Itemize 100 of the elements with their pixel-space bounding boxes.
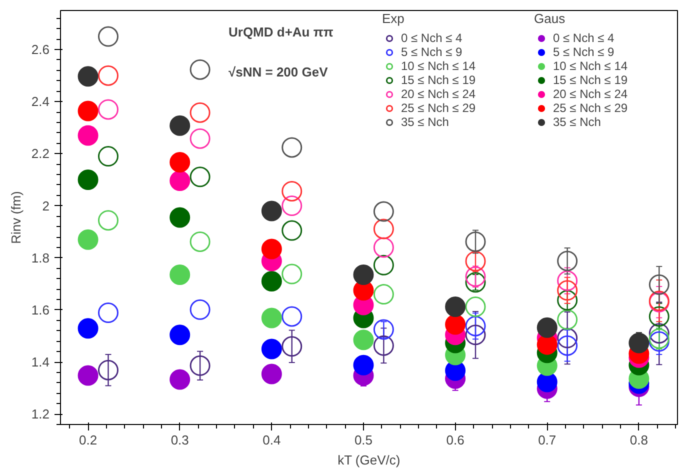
point: [353, 330, 374, 350]
point: [282, 264, 302, 284]
point: [261, 238, 282, 260]
y-axis-title: Rinv (fm): [8, 191, 24, 244]
point: [373, 218, 394, 240]
y-tick-label: 2.4: [31, 94, 50, 110]
point: [648, 274, 670, 295]
point: [445, 296, 466, 318]
point: [98, 302, 118, 324]
point: [78, 229, 98, 250]
point: [78, 100, 98, 122]
point: [282, 137, 302, 158]
point: [353, 264, 374, 286]
point: [170, 264, 190, 286]
point: [648, 323, 670, 344]
point: [261, 338, 282, 360]
point: [261, 200, 282, 222]
point: [557, 280, 578, 301]
point: [557, 309, 578, 330]
point: [465, 251, 486, 272]
text: Gaus: [534, 11, 566, 26]
point: [282, 180, 302, 202]
point: [261, 364, 282, 384]
point: [465, 324, 486, 346]
point: [98, 65, 118, 86]
legend-label: 0 ≤ Nch ≤ 4: [553, 31, 614, 45]
point: [98, 99, 118, 120]
legend-label: 35 ≤ Nch: [401, 115, 449, 129]
legend-label: 10 ≤ Nch ≤ 14: [401, 59, 476, 73]
point: [190, 128, 210, 149]
legend-label: 5 ≤ Nch ≤ 9: [553, 45, 614, 59]
point: [190, 355, 210, 376]
point: [373, 237, 394, 258]
point: [98, 210, 118, 231]
legend-label: 5 ≤ Nch ≤ 9: [401, 45, 462, 59]
point: [190, 231, 210, 252]
legend-label: 20 ≤ Nch ≤ 24: [401, 87, 476, 101]
point: [282, 220, 302, 241]
point: [78, 365, 98, 386]
point: [373, 335, 394, 356]
text: Exp: [382, 11, 404, 26]
point: [98, 146, 118, 167]
point: [190, 299, 210, 320]
y-tick-label: 1.2: [31, 406, 50, 422]
legend-label: 25 ≤ Nch ≤ 29: [401, 101, 476, 115]
point: [261, 271, 282, 292]
point: [373, 284, 394, 305]
point: [373, 319, 394, 340]
point: [170, 170, 190, 192]
point: [190, 166, 210, 188]
point: [98, 26, 118, 47]
y-tick-label: 2.2: [31, 146, 50, 162]
y-tick-label: 1.8: [31, 250, 50, 266]
point: [465, 316, 486, 336]
annotation: √sNN = 200 GeV: [228, 64, 328, 80]
point: [282, 196, 302, 216]
point: [557, 250, 578, 272]
point: [170, 369, 190, 390]
legend-label: 0 ≤ Nch ≤ 4: [401, 31, 462, 45]
point: [536, 372, 558, 392]
point: [261, 308, 282, 328]
x-axis-title: kT (GeV/c): [338, 452, 400, 468]
y-tick-label: 1.6: [31, 302, 50, 318]
x-tick-label: 0.2: [79, 432, 98, 448]
y-tick-label: 2: [42, 198, 50, 214]
y-tick-label: 2.6: [31, 42, 50, 58]
y-tick-label: 1.4: [31, 354, 50, 370]
point: [78, 125, 98, 146]
legend-label: 35 ≤ Nch: [553, 115, 601, 129]
point: [557, 335, 578, 356]
legend-label: 15 ≤ Nch ≤ 19: [401, 73, 476, 87]
point: [170, 152, 190, 173]
point: [170, 324, 190, 346]
x-tick-label: 0.8: [630, 432, 648, 448]
legend-label: 20 ≤ Nch ≤ 24: [553, 87, 628, 101]
legend-label: 15 ≤ Nch ≤ 19: [553, 73, 628, 87]
legend-label: 25 ≤ Nch ≤ 29: [553, 101, 628, 115]
point: [648, 306, 670, 327]
x-tick-label: 0.7: [538, 432, 556, 448]
point: [353, 354, 374, 376]
point: [465, 266, 486, 287]
x-tick-label: 0.5: [354, 432, 373, 448]
x-tick-label: 0.6: [446, 432, 464, 448]
point: [78, 66, 98, 87]
legend-label: 10 ≤ Nch ≤ 14: [553, 59, 628, 73]
point: [190, 59, 210, 80]
point: [78, 170, 98, 190]
point: [557, 328, 578, 348]
x-tick-label: 0.3: [170, 432, 189, 448]
point: [170, 115, 190, 136]
point: [557, 290, 578, 311]
point: [373, 254, 394, 276]
x-tick-label: 0.4: [262, 432, 281, 448]
annotation: UrQMD d+Au ππ: [228, 24, 334, 40]
point: [465, 272, 486, 293]
point: [557, 270, 578, 292]
point: [628, 332, 650, 354]
point: [373, 201, 394, 222]
point: [465, 231, 486, 252]
point: [170, 207, 190, 228]
